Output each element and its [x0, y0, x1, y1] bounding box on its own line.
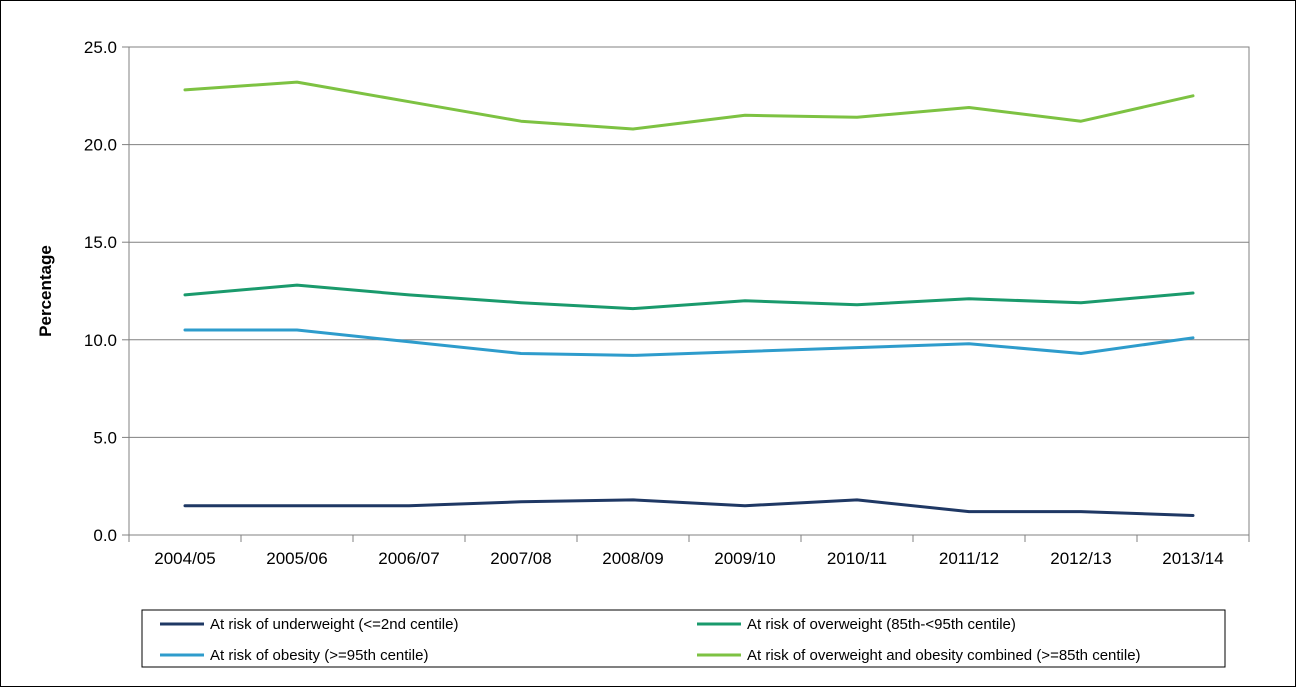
y-tick-label: 0.0 — [93, 526, 117, 545]
legend-box — [141, 609, 1226, 668]
legend-item-4: At risk of overweight and obesity combin… — [697, 647, 1141, 664]
legend-label: At risk of obesity (>=95th centile) — [210, 647, 428, 664]
x-tick-label: 2008/09 — [602, 549, 663, 568]
x-tick-label: 2013/14 — [1162, 549, 1223, 568]
series-line-1 — [183, 498, 1195, 517]
y-tick-label: 10.0 — [84, 331, 117, 350]
y-axis-label: Percentage — [36, 245, 55, 337]
x-tick-label: 2005/06 — [266, 549, 327, 568]
y-axis-ticks: 0.0 5.0 10.0 15.0 20.0 25.0 — [84, 38, 129, 545]
legend-label: At risk of underweight (<=2nd centile) — [210, 616, 458, 633]
series-line-2 — [183, 283, 1195, 311]
legend-item-1: At risk of underweight (<=2nd centile) — [160, 616, 458, 633]
x-tick-label: 2012/13 — [1050, 549, 1111, 568]
y-tick-label: 5.0 — [93, 428, 117, 447]
x-axis-ticks: 2004/05 2005/06 2006/07 2007/08 2008/09 2009/… — [128, 535, 1250, 568]
x-tick-label: 2004/05 — [154, 549, 215, 568]
legend-label: At risk of overweight (85th-<95th centil… — [747, 616, 1016, 633]
series-lines — [183, 80, 1195, 517]
x-tick-label: 2011/12 — [939, 549, 999, 568]
x-tick-label: 2007/08 — [490, 549, 551, 568]
legend-item-2: At risk of overweight (85th-<95th centil… — [697, 616, 1016, 633]
x-tick-label: 2006/07 — [378, 549, 439, 568]
legend-label: At risk of overweight and obesity combin… — [747, 647, 1141, 664]
series-line-4 — [183, 80, 1195, 131]
y-tick-label: 20.0 — [84, 136, 117, 155]
legend-item-3: At risk of obesity (>=95th centile) — [160, 647, 428, 664]
x-tick-label: 2010/11 — [827, 549, 887, 568]
series-line-3 — [183, 328, 1195, 357]
legend: At risk of underweight (<=2nd centile) At… — [160, 616, 1141, 664]
y-tick-label: 15.0 — [84, 233, 117, 252]
y-tick-label: 25.0 — [84, 38, 117, 57]
x-tick-label: 2009/10 — [714, 549, 775, 568]
